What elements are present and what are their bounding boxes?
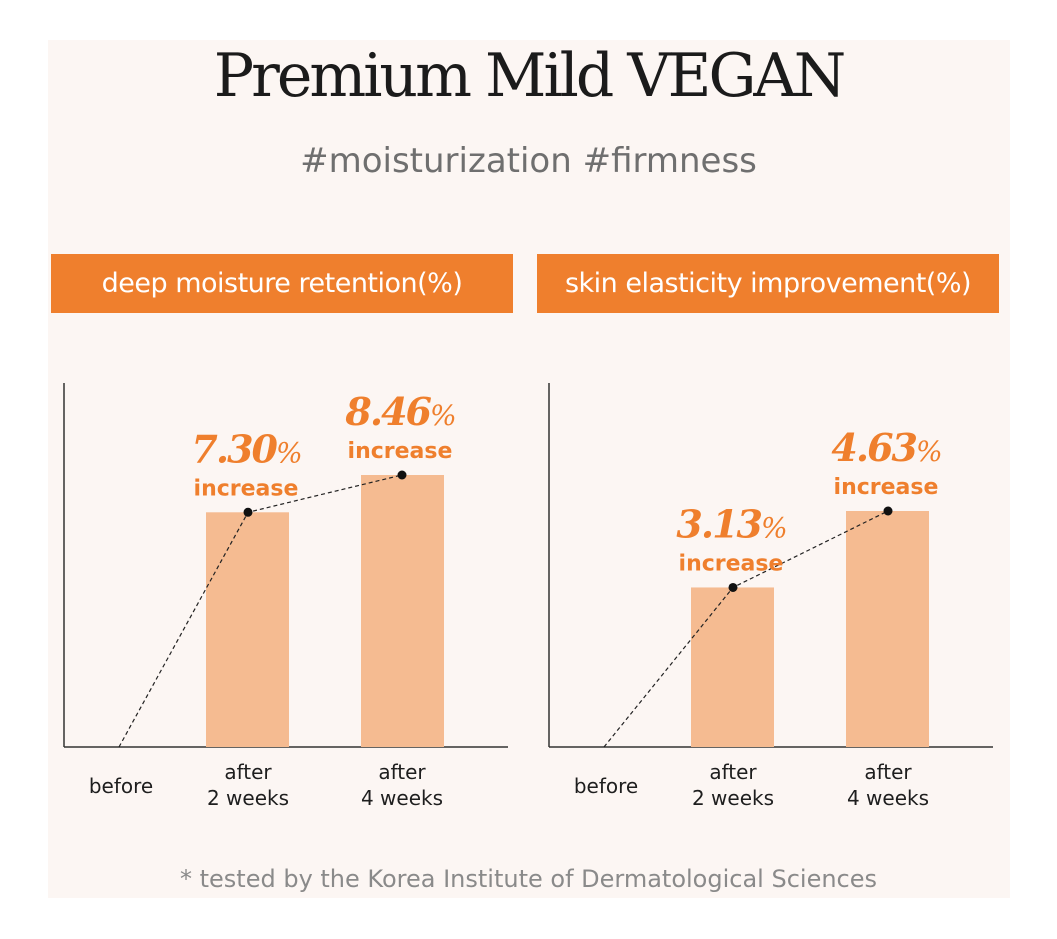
- page-title: Premium Mild VEGAN: [213, 41, 846, 111]
- chart-2-caption-2: increase: [679, 551, 784, 576]
- chart-1-bar-3: [361, 475, 444, 747]
- chart-2-bar-3: [846, 511, 929, 747]
- chart-1-point-2: [243, 507, 253, 517]
- chart-1-point-3: [397, 470, 407, 480]
- chart-1-category-2-line2: 2 weeks: [207, 786, 289, 810]
- chart-2-category-1: before: [574, 774, 638, 798]
- chart-1-bar-2: [206, 512, 289, 747]
- chart-2-category-3-line2: 4 weeks: [847, 786, 929, 810]
- chart-2-point-3: [883, 506, 893, 516]
- chart-2-value-label-2: 3.13%: [676, 501, 786, 546]
- chart-1-category-1: before: [89, 774, 153, 798]
- chart-2-caption-3: increase: [834, 475, 939, 500]
- chart-2-title-banner: skin elasticity improvement(%): [537, 254, 999, 313]
- chart-1-value-label-3: 8.46%: [344, 389, 455, 434]
- chart-1-caption-3: increase: [348, 439, 453, 464]
- hashtag-subtitle: #moisturization #firmness: [300, 141, 757, 181]
- background-panel: [48, 40, 1010, 898]
- chart-2-category-2-line2: 2 weeks: [692, 786, 774, 810]
- chart-2-category-3-line1: after: [864, 760, 912, 784]
- chart-1-category-2-line1: after: [224, 760, 272, 784]
- chart-2-bar-2: [691, 587, 774, 747]
- chart-2-category-2-line1: after: [709, 760, 757, 784]
- chart-2-point-2: [728, 582, 738, 592]
- chart-1-value-label-2: 7.30%: [191, 426, 301, 471]
- chart-1-category-3-line2: 4 weeks: [361, 786, 443, 810]
- chart-1-title-banner: deep moisture retention(%): [51, 254, 513, 313]
- footnote: * tested by the Korea Institute of Derma…: [179, 865, 878, 893]
- chart-1-category-3-line1: after: [378, 760, 426, 784]
- chart-2-value-label-3: 4.63%: [831, 425, 941, 470]
- chart-1-caption-2: increase: [194, 476, 299, 501]
